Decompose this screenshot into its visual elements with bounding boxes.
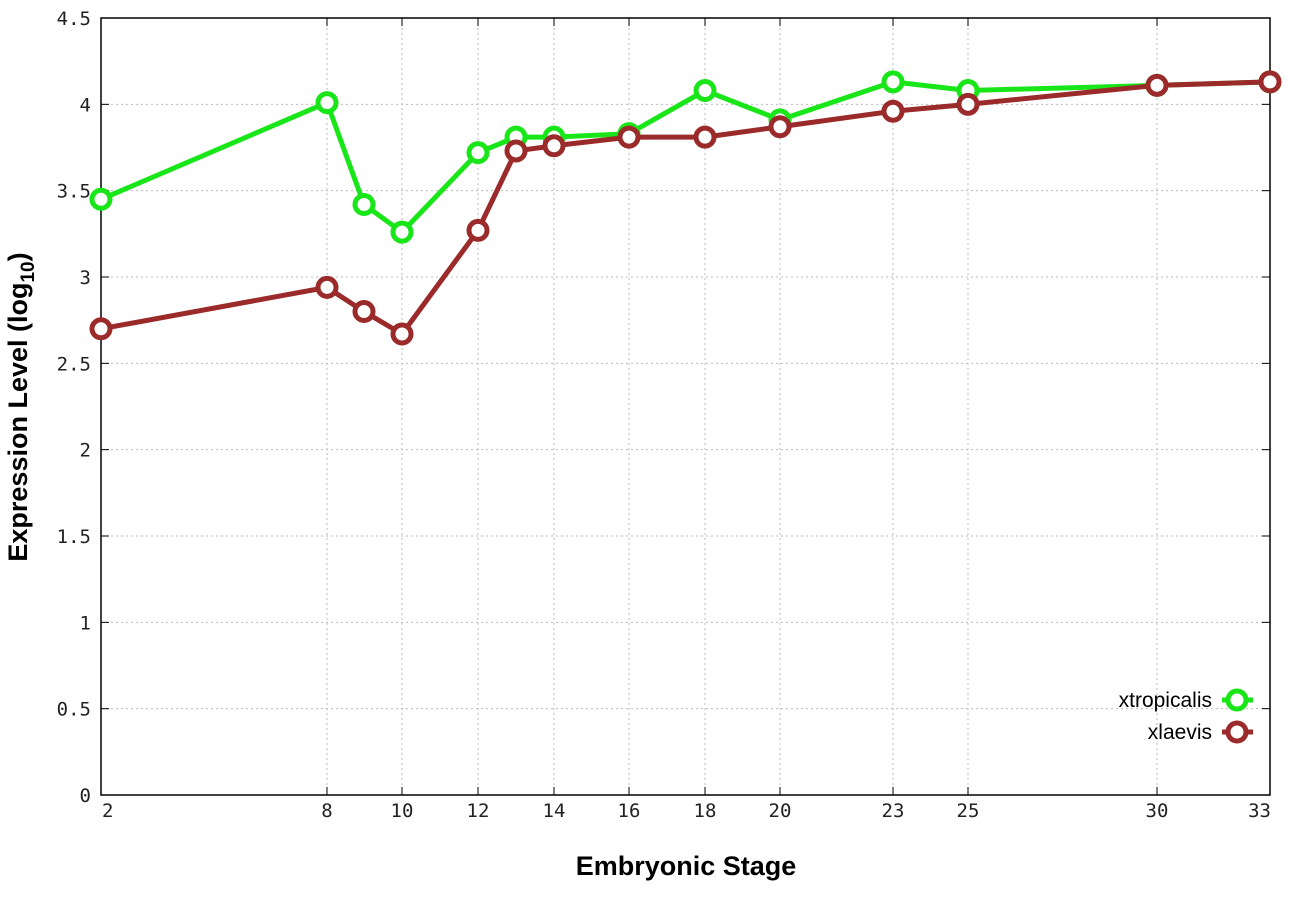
point-xtropicalis-9 bbox=[352, 192, 376, 216]
x-tick-label-3: 12 bbox=[467, 800, 490, 822]
y-axis-title-main: Expression Level (log bbox=[3, 283, 33, 562]
point-xlaevis-9 bbox=[352, 300, 376, 324]
axis-ticks: 0 0.5 1 1.5 2 2.5 3 3.5 4 4.5 2 8 10 12 14 16 18 20 23 25 30… bbox=[57, 8, 1271, 822]
y-tick-label-1: 0.5 bbox=[57, 699, 91, 721]
legend-marker-xtropicalis bbox=[1225, 688, 1249, 712]
y-tick-label-0: 0 bbox=[80, 785, 91, 807]
point-xlaevis-8 bbox=[315, 275, 339, 299]
point-xlaevis-12 bbox=[466, 218, 490, 242]
y-axis-title-close: ) bbox=[3, 252, 33, 261]
x-tick-label-11: 33 bbox=[1248, 800, 1271, 822]
y-tick-label-7: 3.5 bbox=[57, 181, 91, 203]
point-xtropicalis-18 bbox=[693, 79, 717, 103]
point-xtropicalis-10 bbox=[390, 220, 414, 244]
point-xlaevis-23 bbox=[881, 99, 905, 123]
x-tick-label-8: 23 bbox=[882, 800, 905, 822]
x-tick-label-4: 14 bbox=[543, 800, 566, 822]
point-xlaevis-20 bbox=[768, 115, 792, 139]
y-axis-title: Expression Level (log10) bbox=[3, 252, 39, 561]
y-tick-label-6: 3 bbox=[80, 267, 91, 289]
point-xtropicalis-8 bbox=[315, 91, 339, 115]
point-xlaevis-16 bbox=[617, 125, 641, 149]
point-xtropicalis-2 bbox=[89, 187, 113, 211]
plot-frame bbox=[100, 17, 1271, 796]
y-tick-label-2: 1 bbox=[80, 612, 91, 634]
y-tick-label-4: 2 bbox=[80, 440, 91, 462]
x-tick-label-5: 16 bbox=[618, 800, 641, 822]
x-tick-label-1: 8 bbox=[321, 800, 332, 822]
series-line-xlaevis bbox=[100, 79, 1271, 337]
series-xlaevis bbox=[89, 70, 1282, 346]
point-xlaevis-13 bbox=[504, 139, 528, 163]
point-xtropicalis-12 bbox=[466, 141, 490, 165]
x-axis-title: Embryonic Stage bbox=[576, 851, 797, 881]
x-tick-label-2: 10 bbox=[391, 800, 414, 822]
y-tick-label-9: 4.5 bbox=[57, 8, 91, 30]
legend-marker-xlaevis bbox=[1225, 720, 1249, 744]
x-tick-label-10: 30 bbox=[1146, 800, 1169, 822]
grid-lines bbox=[101, 18, 1270, 795]
point-xlaevis-10 bbox=[390, 322, 414, 346]
series-layer bbox=[89, 70, 1282, 346]
y-tick-label-3: 1.5 bbox=[57, 526, 91, 548]
legend-label-xlaevis: xlaevis bbox=[1148, 721, 1212, 744]
point-xlaevis-30 bbox=[1145, 73, 1169, 97]
point-xlaevis-18 bbox=[693, 125, 717, 149]
x-tick-label-9: 25 bbox=[957, 800, 980, 822]
legend: xtropicalis xlaevis bbox=[1119, 688, 1253, 744]
series-xtropicalis bbox=[89, 70, 1282, 244]
y-tick-label-8: 4 bbox=[80, 94, 91, 116]
x-tick-label-7: 20 bbox=[769, 800, 792, 822]
point-xlaevis-33 bbox=[1258, 70, 1282, 94]
legend-label-xtropicalis: xtropicalis bbox=[1119, 689, 1212, 712]
point-xlaevis-25 bbox=[956, 92, 980, 116]
point-xlaevis-14 bbox=[542, 134, 566, 158]
y-axis-title-subscript: 10 bbox=[18, 261, 39, 282]
point-xlaevis-2 bbox=[89, 317, 113, 341]
point-xtropicalis-23 bbox=[881, 70, 905, 94]
y-tick-label-5: 2.5 bbox=[57, 353, 91, 375]
x-tick-label-6: 18 bbox=[694, 800, 717, 822]
x-tick-label-0: 2 bbox=[102, 800, 113, 822]
